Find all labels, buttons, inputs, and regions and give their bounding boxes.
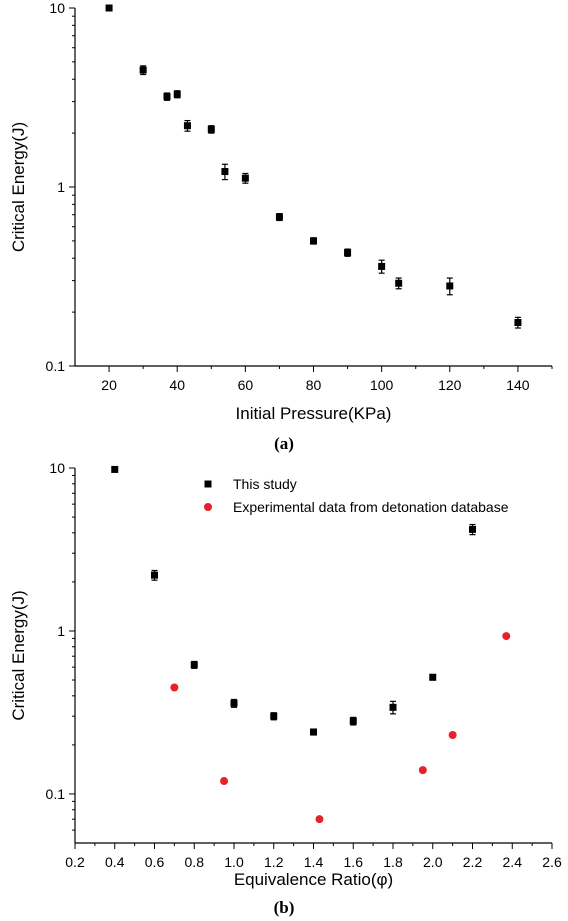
data-point	[105, 4, 113, 12]
data-point	[241, 174, 249, 182]
data-point	[170, 683, 179, 692]
x-tick-label: 0.4	[105, 854, 125, 870]
x-tick-label: 0.8	[185, 854, 205, 870]
data-point	[310, 237, 317, 245]
y-tick-label: 10	[49, 0, 65, 16]
data-point	[418, 766, 427, 775]
x-axis-label: Initial Pressure(KPa)	[236, 404, 392, 423]
data-point	[446, 282, 454, 290]
data-point	[111, 465, 119, 473]
data-point	[502, 632, 511, 641]
x-tick-label: 20	[101, 377, 117, 393]
data-point	[151, 571, 158, 579]
y-tick-label: 1	[57, 179, 65, 195]
x-tick-label: 1.8	[383, 854, 403, 870]
x-axis-label: Equivalence Ratio(φ)	[234, 870, 393, 889]
data-point	[378, 262, 386, 270]
data-point	[310, 728, 317, 736]
x-tick-label: 2.4	[503, 854, 523, 870]
x-tick-label: 0.6	[145, 854, 165, 870]
x-tick-label: 100	[370, 377, 394, 393]
x-tick-label: 2.6	[542, 854, 562, 870]
legend-marker	[204, 503, 212, 511]
x-tick-label: 120	[438, 377, 462, 393]
y-axis-label: Critical Energy(J)	[9, 590, 28, 720]
data-point	[270, 712, 278, 720]
y-tick-label: 0.1	[46, 786, 66, 802]
data-point	[163, 93, 171, 101]
y-tick-label: 0.1	[46, 358, 66, 374]
chart-panel-b: 0.2 0.4 0.6 0.8 1.0 1.2 1.4 1.6 1.8 2.0 2.2 2.4 2.6 0…	[9, 460, 562, 917]
x-tick-label: 1.2	[264, 854, 284, 870]
data-point	[395, 279, 403, 287]
x-tick-label: 2.0	[423, 854, 443, 870]
legend-label: Experimental data from detonation databa…	[233, 499, 509, 515]
data-point	[230, 699, 238, 707]
series-this-study	[105, 4, 522, 329]
y-tick-label: 1	[57, 623, 65, 639]
legend: This study Experimental data from detonat…	[204, 476, 509, 515]
data-point	[429, 673, 437, 681]
x-tick-label: 1.0	[224, 854, 244, 870]
x-tick-label: 60	[238, 377, 254, 393]
data-point	[315, 815, 324, 824]
data-point	[448, 730, 457, 739]
data-point	[389, 703, 397, 711]
x-tick-label: 1.4	[304, 854, 324, 870]
data-point	[514, 318, 522, 326]
data-point	[183, 122, 191, 130]
data-point	[349, 717, 357, 725]
series-this-study	[111, 465, 476, 736]
data-point	[220, 777, 229, 786]
data-point	[207, 125, 215, 133]
legend-label: This study	[233, 476, 297, 492]
legend-marker	[204, 480, 212, 488]
data-point	[344, 249, 352, 257]
data-point	[221, 168, 229, 176]
data-point	[139, 66, 147, 74]
x-tick-label: 80	[306, 377, 322, 393]
series-experimental	[170, 632, 511, 824]
x-tick-label: 140	[506, 377, 530, 393]
x-tick-label: 0.2	[65, 854, 85, 870]
panel-label: (b)	[274, 898, 295, 917]
y-tick-label: 10	[49, 460, 65, 476]
chart-panel-a: 20 40 60 80 100 120 140 0.1 1 10 Initial Pressure(…	[9, 0, 553, 453]
data-point	[275, 213, 283, 221]
data-point	[173, 90, 181, 98]
data-point	[190, 661, 198, 669]
y-axis-label: Critical Energy(J)	[9, 122, 28, 252]
x-tick-label: 1.6	[344, 854, 364, 870]
panel-label: (a)	[274, 434, 294, 453]
x-tick-label: 40	[169, 377, 185, 393]
data-point	[469, 525, 476, 533]
x-tick-label: 2.2	[463, 854, 483, 870]
